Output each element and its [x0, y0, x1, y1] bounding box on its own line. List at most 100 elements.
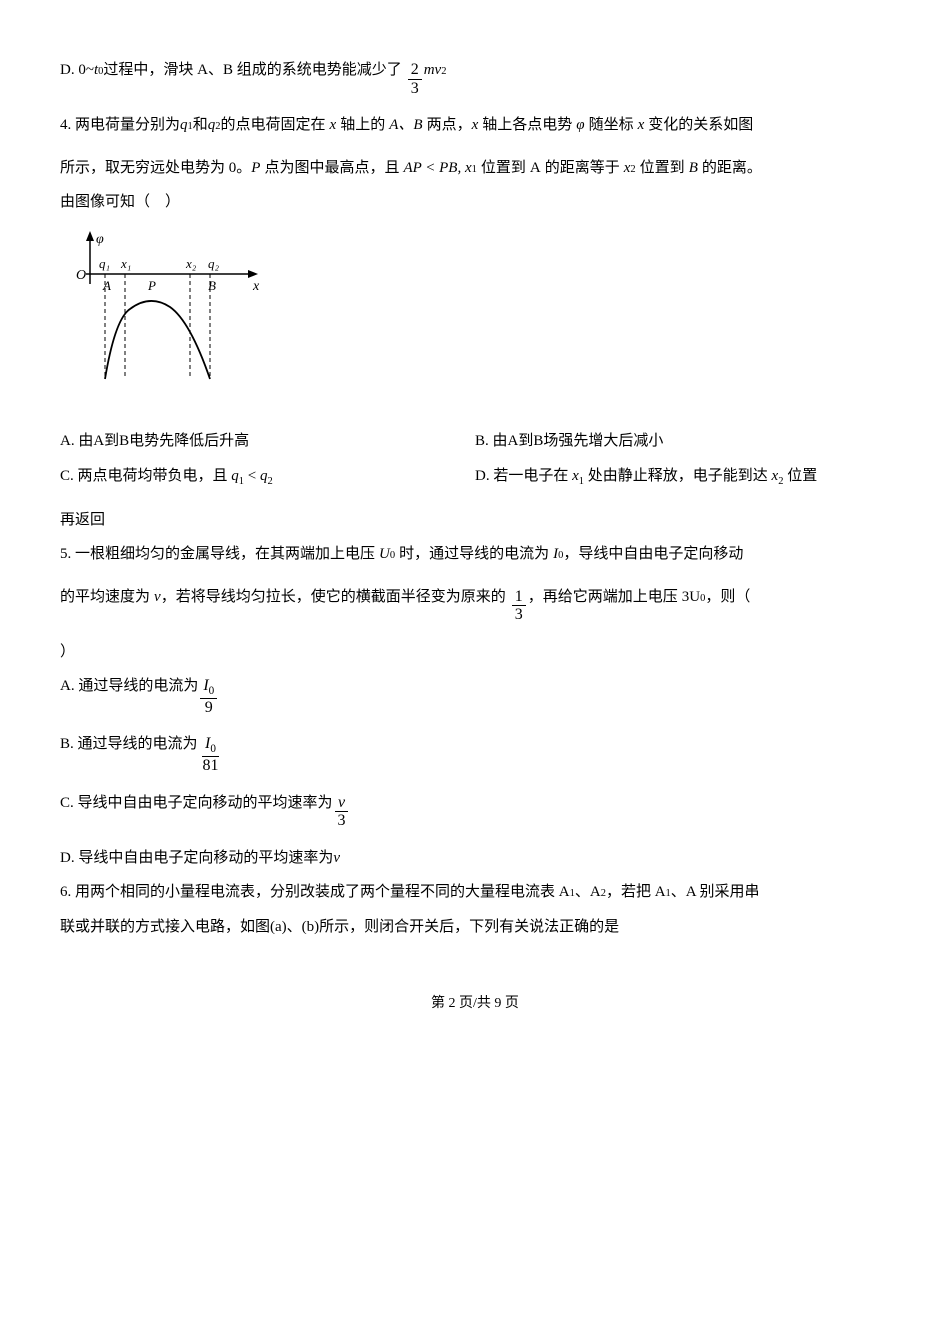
q4-stem1-b: 的点电荷固定在	[221, 111, 326, 140]
prev-option-d: D. 0~ t0 过程中，滑块 A、B 组成的系统电势能减少了 2 3 mv2	[60, 56, 890, 97]
q5-optB-num: I0	[202, 735, 219, 757]
q4-stem-line3: 由图像可知（ ）	[60, 188, 890, 217]
q6-stem2: 联或并联的方式接入电路，如图(a)、(b)所示，则闭合开关后，下列有关说法正确的…	[60, 913, 619, 942]
q4-B: B	[689, 154, 698, 183]
q4-optC-lt: <	[248, 468, 260, 484]
q4-stem2-f: 的距离。	[702, 154, 762, 183]
prev-d-frac-den: 3	[408, 80, 422, 98]
svg-text:q₁: q₁	[99, 256, 110, 271]
q5-frac1-num: 1	[512, 588, 526, 607]
q4-stem2-a: 所示，取无穷远处电势为 0。	[60, 154, 251, 183]
prev-d-mv: mv	[424, 56, 442, 85]
prev-d-mid: 过程中，滑块 A、B 组成的系统电势能减少了	[103, 56, 401, 85]
q4-ineq-sub: 1	[472, 160, 477, 180]
q5-optB-frac: I0 81	[200, 735, 222, 774]
q5-optA-a: A. 通过导线的电流为	[60, 672, 198, 701]
q5-U0: U	[379, 540, 390, 569]
svg-text:B: B	[208, 278, 216, 293]
svg-text:A: A	[102, 278, 111, 293]
q5-frac1-den: 3	[512, 606, 526, 624]
q4-stem2-b: 点为图中最高点，且	[264, 154, 399, 183]
q5-optA-num-sub: 0	[209, 686, 215, 698]
q4-stem2-e: 位置到	[640, 154, 685, 183]
q5-optA-num: I0	[200, 677, 217, 699]
q4-x2: x	[472, 111, 479, 140]
svg-text:x: x	[252, 279, 260, 294]
q5-optD-a: D. 导线中自由电子定向移动的平均速率为	[60, 844, 333, 873]
q4-stem2-c: 位置到	[481, 154, 526, 183]
q4-optC-ql-sub: 1	[239, 476, 244, 487]
q5-stem1-b: 时，通过导线的电流为	[399, 540, 549, 569]
q5-stem1-c: ，导线中自由电子定向移动	[563, 540, 743, 569]
q4-optC: C. 两点电荷均带负电，且 q1 < q2	[60, 462, 475, 492]
q4-q2: q	[208, 111, 216, 140]
prev-d-frac-num: 2	[408, 61, 422, 80]
q5-3U: 3U	[682, 583, 700, 612]
q5-U0-sub: 0	[390, 546, 395, 566]
q4-q1: q	[180, 111, 188, 140]
q5-optC: C. 导线中自由电子定向移动的平均速率为 v 3	[60, 789, 890, 830]
q4-optD-tail-txt: 再返回	[60, 506, 105, 535]
q5-stem-line3: ）	[60, 638, 890, 667]
q6-mid3: 、A 别采用串	[671, 878, 760, 907]
q4-optD-x1: x	[572, 468, 579, 484]
q5-stem2-d: ，则（	[705, 583, 750, 612]
prev-d-sup: 2	[441, 62, 446, 82]
page-footer: 第 2 页/共 9 页	[60, 991, 890, 1018]
q6-mid1: 、A	[575, 878, 601, 907]
q4-stem3: 由图像可知（ ）	[60, 188, 180, 217]
q4-x-2-sub: 2	[630, 160, 635, 180]
q5-stem-line2: 的平均速度为 v ，若将导线均匀拉长，使它的横截面半径变为原来的 1 3 ，再给…	[60, 583, 890, 624]
q5-optB-den: 81	[200, 757, 222, 775]
q4-optD-c: 位置	[787, 468, 817, 484]
q4-x: x	[330, 111, 337, 140]
q5-stem-line1: 5. 一根粗细均匀的金属导线，在其两端加上电压 U0 时，通过导线的电流为 I0…	[60, 540, 890, 569]
q4-options-row1: A. 由A到B电势先降低后升高 B. 由A到B场强先增大后减小	[60, 427, 890, 456]
q5-optA-den: 9	[202, 699, 216, 717]
q5-optC-a: C. 导线中自由电子定向移动的平均速率为	[60, 789, 333, 818]
q5-optA: A. 通过导线的电流为 I0 9	[60, 672, 890, 716]
q5-optB: B. 通过导线的电流为 I0 81	[60, 730, 890, 774]
q4-stem2-d: 的距离等于	[545, 154, 620, 183]
q4-graph-svg: φxOq₁x₁x₂q₂APB	[70, 229, 270, 399]
q4-stem1-c: 轴上的	[340, 111, 385, 140]
q5-stem3: ）	[60, 638, 75, 667]
q4-A: A	[530, 154, 541, 183]
q4-optA: A. 由A到B电势先降低后升高	[60, 427, 475, 456]
q5-optC-den: 3	[335, 812, 349, 830]
svg-text:x₂: x₂	[185, 256, 197, 271]
svg-text:x₁: x₁	[120, 256, 131, 271]
q5-optB-num-sub: 0	[210, 744, 216, 756]
q4-optD-a: D. 若一电子在	[475, 468, 568, 484]
q4-stem1-e: 轴上各点电势	[482, 111, 572, 140]
q6-mid2: ，若把 A	[606, 878, 666, 907]
q4-x-2: x	[624, 154, 631, 183]
q4-optC-ql: q	[231, 468, 239, 484]
q4-P: P	[251, 154, 260, 183]
q4-optD-tail: 再返回	[60, 506, 890, 535]
q4-stem1-d: 两点，	[427, 111, 472, 140]
q4-stem1-f: 随坐标	[589, 111, 634, 140]
q4-optC-a: C. 两点电荷均带负电，且	[60, 468, 228, 484]
q5-optD: D. 导线中自由电子定向移动的平均速率为 v	[60, 844, 890, 873]
q6-stem-line1: 6. 用两个相同的小量程电流表，分别改装成了两个量程不同的大量程电流表 A1 、…	[60, 878, 890, 907]
q4-stem1-a: 4. 两电荷量分别为	[60, 111, 180, 140]
q4-optD: D. 若一电子在 x1 处由静止释放，电子能到达 x2 位置	[475, 462, 890, 492]
q4-ineq: AP < PB, x	[403, 154, 471, 183]
q4-stem-line2: 所示，取无穷远处电势为 0。 P 点为图中最高点，且 AP < PB, x1 位…	[60, 154, 890, 183]
q5-stem2-a: 的平均速度为	[60, 583, 150, 612]
q4-optD-b: 处由静止释放，电子能到达	[588, 468, 768, 484]
q5-stem1-a: 5. 一根粗细均匀的金属导线，在其两端加上电压	[60, 540, 375, 569]
q4-graph: φxOq₁x₁x₂q₂APB	[70, 229, 890, 410]
q5-optA-frac: I0 9	[200, 677, 217, 716]
q5-v: v	[154, 583, 161, 612]
q5-frac1: 1 3	[512, 588, 526, 624]
svg-text:P: P	[147, 278, 156, 293]
q4-phi: φ	[576, 111, 584, 140]
q5-optB-a: B. 通过导线的电流为	[60, 730, 198, 759]
q5-stem2-c: ，再给它两端加上电压	[528, 583, 678, 612]
svg-text:φ: φ	[96, 232, 104, 247]
prev-d-frac: 2 3	[408, 61, 422, 97]
q4-and: 和	[193, 111, 208, 140]
svg-text:q₂: q₂	[208, 256, 220, 271]
